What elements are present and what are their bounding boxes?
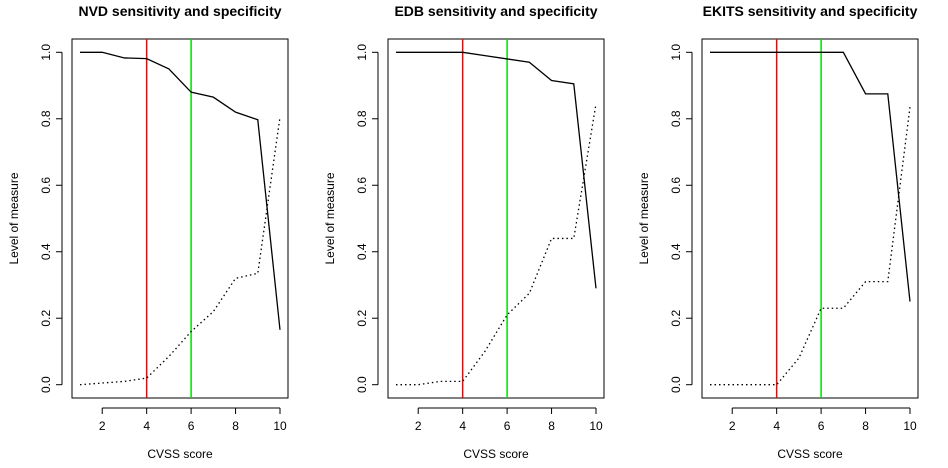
x-tick-label: 6 [818, 419, 825, 433]
plot-frame [71, 38, 289, 399]
x-axis-label: CVSS score [463, 447, 529, 461]
plot-frame [387, 38, 605, 399]
series-line-dotted [710, 107, 911, 386]
chart-title: NVD sensitivity and specificity [78, 3, 281, 19]
chart-title: EDB sensitivity and specificity [394, 3, 597, 19]
series-line-dotted [79, 117, 281, 386]
y-tick-label: 0.6 [39, 177, 53, 194]
x-tick-label: 6 [504, 419, 511, 433]
x-tick-label: 6 [188, 419, 195, 433]
x-tick-label: 4 [773, 419, 780, 433]
series-line-solid [710, 51, 911, 302]
x-tick-label: 8 [862, 419, 869, 433]
y-tick-label: 0.6 [669, 177, 683, 194]
x-tick-label: 2 [99, 419, 106, 433]
y-axis-label: Level of measure [7, 172, 21, 264]
chart-panel-1: 2 4 6 8 10 0.0 0.2 0.4 0.6 0.8 1.0 NVD sensitivity … [7, 3, 289, 461]
x-axis-label: CVSS score [777, 447, 843, 461]
x-tick-label: 10 [903, 419, 917, 433]
x-tick-label: 2 [415, 419, 422, 433]
y-tick-label: 0.6 [355, 177, 369, 194]
x-axis-label: CVSS score [147, 447, 213, 461]
series-line-solid [396, 51, 597, 289]
y-tick-label: 0.4 [39, 243, 53, 260]
y-tick-label: 0.0 [39, 376, 53, 393]
chart-panel-3: 2 4 6 8 10 0.0 0.2 0.4 0.6 0.8 1.0 EKITS sensitivit… [637, 3, 919, 461]
y-tick-label: 0.0 [669, 376, 683, 393]
y-tick-label: 1.0 [39, 44, 53, 61]
series-line-dotted [396, 103, 597, 386]
x-tick-label: 8 [548, 419, 555, 433]
y-tick-label: 0.0 [355, 376, 369, 393]
y-tick-label: 1.0 [669, 44, 683, 61]
y-tick-label: 0.8 [669, 110, 683, 127]
x-tick-label: 4 [459, 419, 466, 433]
x-tick-label: 10 [273, 419, 287, 433]
y-tick-label: 0.4 [355, 243, 369, 260]
y-axis-label: Level of measure [637, 172, 651, 264]
x-tick-label: 2 [729, 419, 736, 433]
chart-title: EKITS sensitivity and specificity [703, 3, 918, 19]
y-tick-label: 0.2 [669, 310, 683, 327]
y-tick-label: 0.2 [355, 310, 369, 327]
chart-panel-2: 2 4 6 8 10 0.0 0.2 0.4 0.6 0.8 1.0 EDB sensitivity … [323, 3, 605, 461]
y-axis-label: Level of measure [323, 172, 337, 264]
x-tick-label: 10 [589, 419, 603, 433]
y-tick-label: 0.4 [669, 243, 683, 260]
y-tick-label: 0.2 [39, 310, 53, 327]
x-tick-label: 8 [232, 419, 239, 433]
series-line-solid [80, 51, 281, 330]
y-tick-label: 0.8 [355, 110, 369, 127]
y-tick-label: 0.8 [39, 110, 53, 127]
x-tick-label: 4 [143, 419, 150, 433]
plot-frame [701, 38, 919, 399]
y-tick-label: 1.0 [355, 44, 369, 61]
